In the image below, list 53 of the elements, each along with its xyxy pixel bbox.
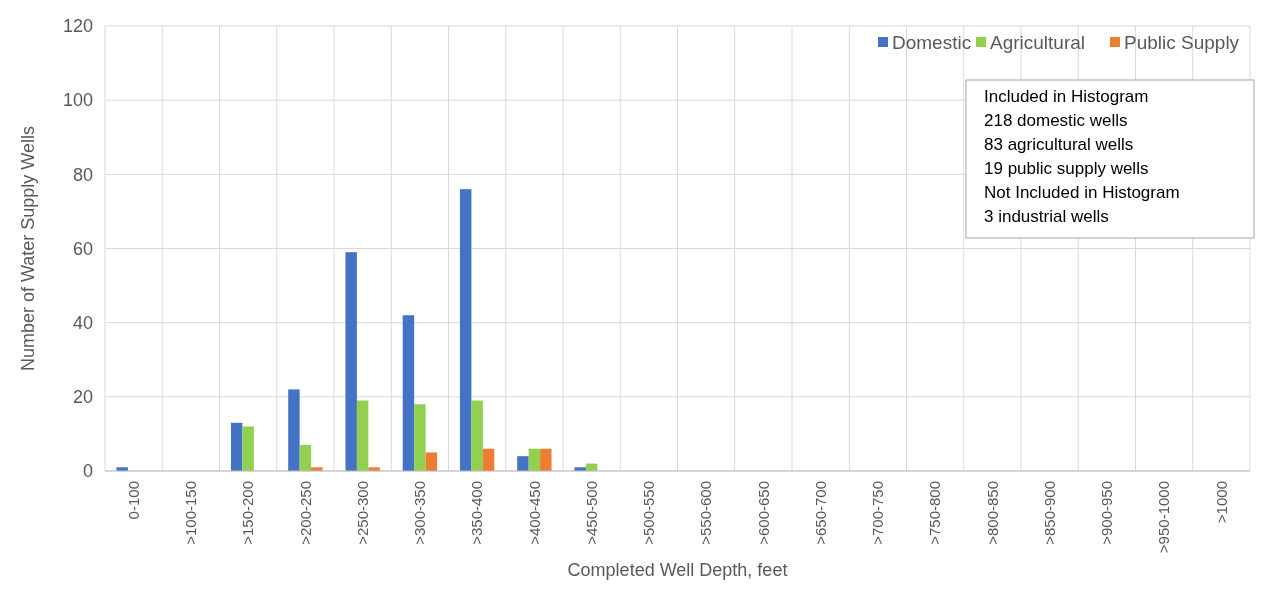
x-tick-label: >950-1000: [1155, 481, 1173, 554]
x-tick-label: >350-400: [468, 481, 486, 545]
y-tick-label: 100: [62, 90, 93, 111]
bar: [288, 389, 300, 471]
x-tick-label: >450-500: [582, 481, 600, 545]
y-tick-label: 20: [72, 387, 93, 408]
x-tick-label: >150-200: [239, 481, 257, 545]
x-tick-label: >850-900: [1040, 481, 1058, 545]
annotation: Not Included in Histogram: [984, 183, 1180, 202]
annotation: 3 industrial wells: [984, 207, 1109, 226]
bar: [517, 456, 529, 471]
y-axis-title: Number of Water Supply Wells: [18, 125, 38, 372]
bar: [242, 426, 254, 471]
x-tick-label: >800-850: [983, 481, 1001, 545]
y-tick-label: 80: [72, 164, 93, 185]
y-tick-label: 60: [72, 238, 93, 259]
bar: [299, 445, 312, 471]
x-tick-label: >1000: [1212, 481, 1230, 524]
x-axis-title: Completed Well Depth, feet: [567, 560, 788, 580]
x-tick-label: >200-250: [296, 481, 314, 545]
annotation: 218 domestic wells: [984, 111, 1128, 130]
bar: [471, 400, 483, 471]
x-tick-label: >550-600: [697, 481, 715, 545]
x-tick-label: >700-750: [869, 481, 887, 545]
x-tick-label: >100-150: [182, 481, 200, 545]
y-tick-label: 40: [72, 312, 93, 333]
x-tick-label: >400-450: [525, 481, 543, 545]
x-tick-label: >750-800: [926, 481, 944, 545]
bar: [425, 452, 438, 471]
bar: [528, 448, 541, 471]
x-tick-label: >300-350: [411, 481, 429, 545]
y-tick-label: 0: [82, 461, 93, 482]
x-tick-label: >500-550: [640, 481, 658, 545]
bar: [345, 252, 357, 471]
x-tick-label: >250-300: [353, 481, 371, 545]
bar: [459, 189, 472, 471]
bar: [482, 448, 495, 471]
bar: [540, 448, 552, 471]
x-tick-label: >600-650: [754, 481, 772, 545]
annotation: 19 public supply wells: [984, 159, 1149, 178]
annotation: Included in Histogram: [984, 87, 1149, 106]
annotation: 83 agricultural wells: [984, 135, 1134, 154]
x-tick-label: >650-700: [811, 481, 829, 545]
bar: [402, 315, 415, 471]
legend-label: Agricultural: [990, 31, 1086, 53]
bar: [230, 422, 243, 471]
x-tick-label: >900-950: [1098, 481, 1116, 545]
x-tick-label: 0-100: [124, 481, 142, 520]
legend-label: Domestic: [892, 31, 972, 53]
legend-label: Public Supply: [1124, 31, 1240, 53]
y-tick-label: 120: [62, 16, 93, 37]
bar: [356, 400, 369, 471]
bar: [414, 404, 426, 471]
